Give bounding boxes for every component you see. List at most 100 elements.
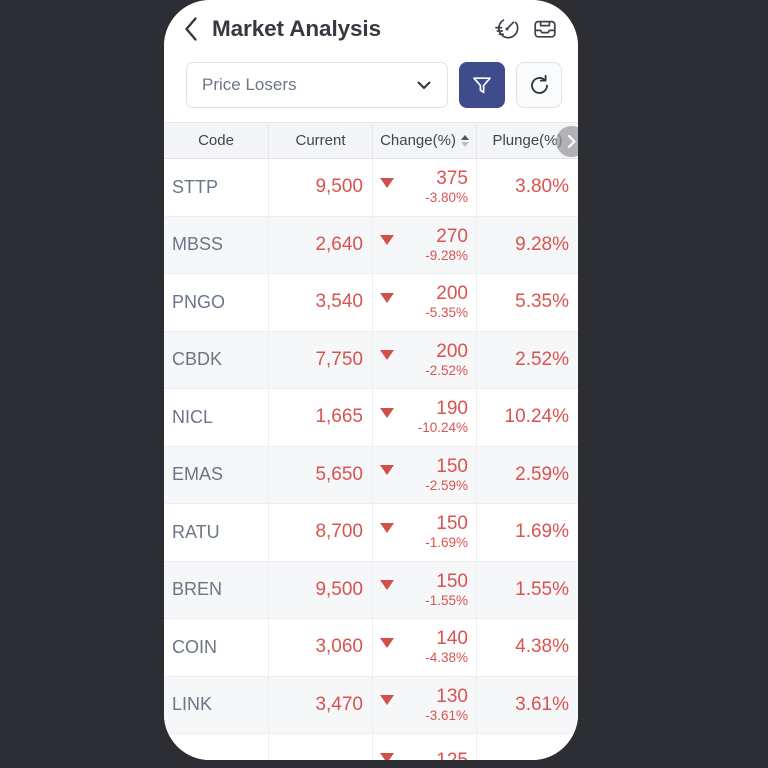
change-absolute: 200 xyxy=(436,340,468,362)
cell-current: 9,500 xyxy=(268,159,372,216)
table-row[interactable]: CBDK 7,750 200 -2.52% 2.52% xyxy=(164,331,578,389)
cell-code: RATU xyxy=(172,521,220,542)
market-table: Code Current Change(%) Plunge(%) xyxy=(164,122,578,760)
cell-code: EMAS xyxy=(172,464,224,485)
change-percent: -4.38% xyxy=(425,650,468,666)
cell-plunge: 3.80% xyxy=(476,159,578,216)
change-values: 200 -2.52% xyxy=(394,340,468,378)
cell-code: PNGO xyxy=(172,291,226,312)
column-header-code[interactable]: Code xyxy=(164,123,268,158)
filter-button[interactable] xyxy=(459,62,505,108)
cell-plunge: 10.24% xyxy=(476,389,578,446)
market-type-select-value: Price Losers xyxy=(202,75,297,94)
cell-change: 140 -4.38% xyxy=(372,619,476,676)
cell-plunge: 1.69% xyxy=(476,504,578,561)
cell-change: 375 -3.80% xyxy=(372,159,476,216)
page-title: Market Analysis xyxy=(212,16,381,41)
cell-change: 130 -3.61% xyxy=(372,676,476,733)
market-type-select[interactable]: Price Losers xyxy=(186,62,448,108)
column-header-current-label: Current xyxy=(295,132,346,149)
arrow-down-icon xyxy=(380,695,394,706)
cell-code xyxy=(164,734,268,760)
change-values: 125 xyxy=(394,751,468,760)
chevron-down-icon xyxy=(417,81,431,89)
cell-change: 125 xyxy=(372,734,476,760)
change-values: 150 -1.69% xyxy=(394,513,468,551)
change-absolute: 200 xyxy=(436,283,468,305)
inbox-icon[interactable] xyxy=(528,12,562,46)
table-row[interactable]: RATU 8,700 150 -1.69% 1.69% xyxy=(164,504,578,562)
cell-code: NICL xyxy=(172,406,214,427)
cell-change: 270 -9.28% xyxy=(372,216,476,273)
arrow-down-icon xyxy=(380,522,394,533)
arrow-down-icon xyxy=(380,292,394,303)
change-absolute: 125 xyxy=(436,751,468,760)
change-values: 130 -3.61% xyxy=(394,685,468,723)
change-percent: -3.61% xyxy=(425,707,468,723)
cell-plunge: 2.59% xyxy=(476,446,578,503)
table-row[interactable]: BREN 9,500 150 -1.55% 1.55% xyxy=(164,561,578,619)
cell-code: BREN xyxy=(172,579,223,600)
cell-plunge: 3.61% xyxy=(476,676,578,733)
table-row[interactable]: EMAS 5,650 150 -2.59% 2.59% xyxy=(164,446,578,504)
column-header-change-label: Change(%) xyxy=(380,132,456,149)
arrow-down-icon xyxy=(380,350,394,361)
arrow-down-icon xyxy=(380,580,394,591)
cell-current: 3,060 xyxy=(268,619,372,676)
change-absolute: 270 xyxy=(436,225,468,247)
cell-plunge: 9.28% xyxy=(476,216,578,273)
cell-change: 200 -2.52% xyxy=(372,331,476,388)
cell-current: 5,650 xyxy=(268,446,372,503)
table-row[interactable]: NICL 1,665 190 -10.24% 10.24% xyxy=(164,389,578,447)
change-percent: -3.80% xyxy=(425,190,468,206)
change-percent: -10.24% xyxy=(417,420,468,436)
change-values: 190 -10.24% xyxy=(394,398,468,436)
cell-plunge xyxy=(476,734,578,760)
column-header-change[interactable]: Change(%) xyxy=(372,123,476,158)
speedometer-icon[interactable] xyxy=(490,12,524,46)
table-row[interactable]: MBSS 2,640 270 -9.28% 9.28% xyxy=(164,216,578,274)
cell-plunge: 2.52% xyxy=(476,331,578,388)
table-row[interactable]: STTP 9,500 375 -3.80% 3.80% xyxy=(164,159,578,217)
arrow-down-icon xyxy=(380,465,394,476)
phone-frame: Market Analysis xyxy=(164,0,578,760)
change-percent: -5.35% xyxy=(425,305,468,321)
change-values: 150 -1.55% xyxy=(394,570,468,608)
chevron-right-icon[interactable] xyxy=(556,126,578,157)
cell-current: 2,640 xyxy=(268,216,372,273)
arrow-down-icon xyxy=(380,235,394,246)
change-absolute: 190 xyxy=(436,398,468,420)
cell-change: 150 -1.55% xyxy=(372,561,476,618)
cell-change: 150 -2.59% xyxy=(372,446,476,503)
change-percent: -9.28% xyxy=(425,247,468,263)
change-values: 200 -5.35% xyxy=(394,283,468,321)
back-button[interactable] xyxy=(178,14,204,44)
cell-current: 1,665 xyxy=(268,389,372,446)
arrow-down-icon xyxy=(380,177,394,188)
cell-current: 8,700 xyxy=(268,504,372,561)
change-absolute: 150 xyxy=(436,455,468,477)
change-absolute: 130 xyxy=(436,685,468,707)
column-header-current[interactable]: Current xyxy=(268,123,372,158)
cell-code: LINK xyxy=(172,694,213,715)
change-percent: -1.69% xyxy=(425,535,468,551)
arrow-down-icon xyxy=(380,637,394,648)
column-header-plunge[interactable]: Plunge(%) xyxy=(476,123,578,158)
change-absolute: 150 xyxy=(436,570,468,592)
controls-row: Price Losers xyxy=(164,58,578,122)
cell-current xyxy=(268,734,372,760)
column-header-plunge-label: Plunge(%) xyxy=(492,132,563,149)
change-absolute: 140 xyxy=(436,628,468,650)
table-row[interactable]: 125 xyxy=(164,734,578,760)
app-bar: Market Analysis xyxy=(164,0,578,58)
refresh-icon xyxy=(530,74,548,94)
refresh-button[interactable] xyxy=(516,62,562,108)
cell-change: 150 -1.69% xyxy=(372,504,476,561)
table-row[interactable]: COIN 3,060 140 -4.38% 4.38% xyxy=(164,619,578,677)
arrow-down-icon xyxy=(380,407,394,418)
change-percent: -1.55% xyxy=(425,592,468,608)
cell-code: COIN xyxy=(172,636,217,657)
table-row[interactable]: LINK 3,470 130 -3.61% 3.61% xyxy=(164,676,578,734)
cell-current: 3,540 xyxy=(268,274,372,331)
table-row[interactable]: PNGO 3,540 200 -5.35% 5.35% xyxy=(164,274,578,332)
